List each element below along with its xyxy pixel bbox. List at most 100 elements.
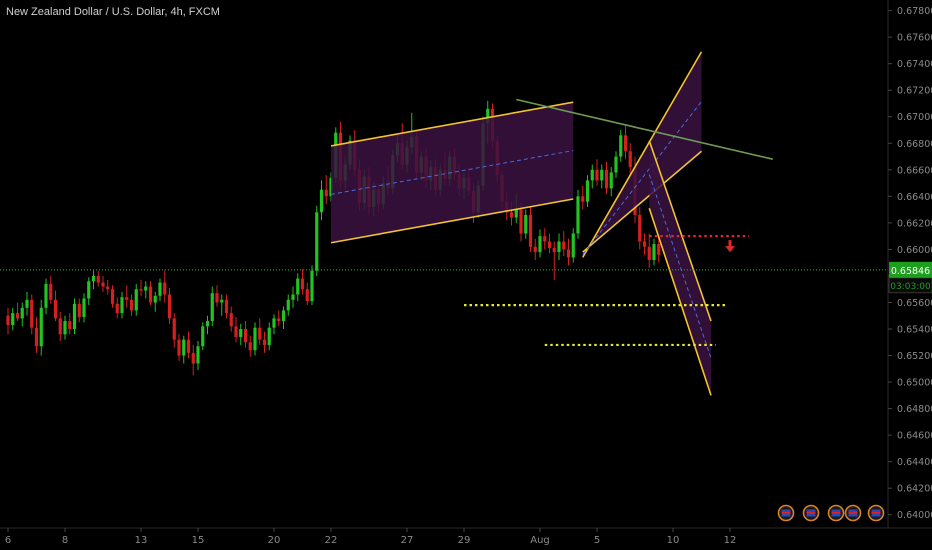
candle [11,307,15,331]
event-icons[interactable] [777,504,885,522]
candle [229,306,233,332]
candle [110,285,115,308]
candle [566,238,571,266]
candle-body [243,329,248,343]
candle [657,236,661,263]
candle-body [68,321,72,330]
candle-body [239,329,243,337]
flag-icon-stripe [806,512,816,514]
candle-body [623,135,628,152]
candle [576,189,580,239]
candle-body [158,282,162,296]
candle [87,277,91,306]
countdown-box [888,277,932,294]
candle-body [220,299,224,303]
candle [296,273,300,302]
candle-body [25,299,29,308]
candle [547,233,552,254]
candle [614,151,618,178]
candle [144,281,148,299]
candle-body [182,339,186,356]
time-tick-label: 27 [401,535,414,546]
candle-body [590,169,594,181]
candle-body [514,209,518,218]
candle-body [234,326,238,337]
candle-body [528,214,533,247]
candle [319,180,324,221]
candle [96,270,100,287]
candle [82,293,86,323]
candle-body [144,286,148,291]
time-axis[interactable]: 6 8 13 15 20 22 27 29 Aug 5 10 12 [5,528,737,546]
time-tick-label: 12 [724,535,737,546]
candle [281,306,286,330]
candle-body [600,169,604,181]
candle-body [53,299,58,319]
candle-body [581,196,585,202]
candle [258,318,262,345]
candle-body [77,303,81,318]
rising-channel-fill [331,102,574,243]
second-channel-upper-edge [582,51,703,258]
candle [243,321,248,348]
candle-body [120,297,124,314]
economic-event-icon[interactable] [777,504,795,522]
candle-body [163,282,167,295]
candle [72,298,77,335]
economic-event-icon[interactable] [802,504,820,522]
candle [623,124,628,160]
economic-event-icon[interactable] [867,504,885,522]
economic-event-icon[interactable] [827,504,845,522]
candle [120,291,124,319]
current-price-label: 0.65846 [891,266,930,277]
candle-body [20,307,24,319]
candle-body [115,303,119,314]
candle [106,279,110,295]
candle-body [224,299,229,314]
candle [590,164,594,189]
candle-body [11,313,15,326]
candle [58,311,62,341]
candle [277,310,281,327]
candle [20,302,24,327]
time-tick-label: Aug [530,535,550,546]
candle-body [87,281,91,299]
candle [6,307,10,335]
candle [562,230,566,257]
candle-body [647,246,651,261]
candle [585,175,590,207]
candle [39,299,43,356]
candle [101,275,105,292]
second-channel-lower-edge [582,150,703,253]
candle [305,282,309,306]
candle [272,314,276,335]
candle [581,185,585,210]
economic-event-icon[interactable] [844,504,862,522]
candle-body [34,327,39,347]
candle [205,315,210,335]
time-tick-label: 22 [325,535,338,546]
candle-body [524,214,528,234]
candle [291,286,295,308]
candle [647,233,651,268]
candle [153,291,157,312]
candle [557,233,561,261]
candle-body [6,315,10,326]
candle [77,298,81,323]
candle-body [277,318,281,322]
candle [324,175,328,205]
candle [201,322,205,351]
candle [30,294,34,335]
time-tick-label: 20 [268,535,281,546]
candle-body [253,327,257,351]
candle-body [96,275,100,283]
time-tick-label: 6 [5,535,11,546]
second-channel-midline [582,101,702,256]
candle-body [281,310,286,322]
